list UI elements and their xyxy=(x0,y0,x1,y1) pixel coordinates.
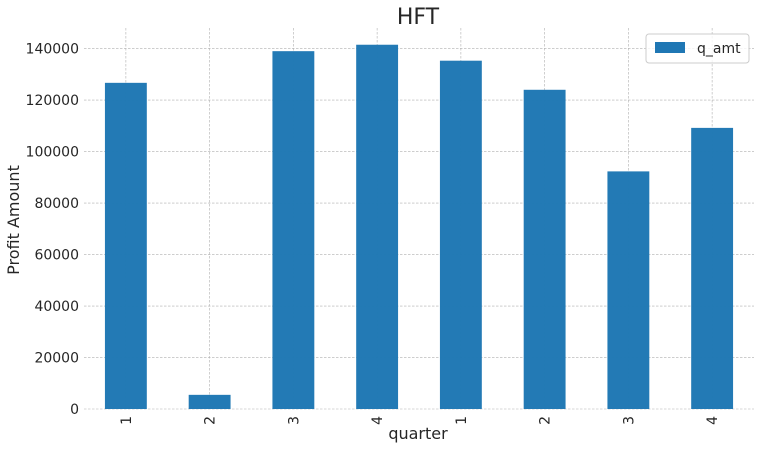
x-tick-label: 3 xyxy=(286,416,302,425)
y-tick-label: 140000 xyxy=(26,42,79,58)
chart-title: HFT xyxy=(397,5,440,30)
grid-lines xyxy=(84,28,754,410)
bar xyxy=(272,51,315,410)
bars xyxy=(104,44,734,410)
y-axis-label: Profit Amount xyxy=(4,165,23,275)
x-axis-label: quarter xyxy=(388,424,448,443)
legend-swatch xyxy=(655,42,685,53)
x-tick-label: 4 xyxy=(705,416,721,425)
bar xyxy=(188,394,231,409)
y-tick-label: 60000 xyxy=(34,248,79,264)
y-tick-label: 0 xyxy=(70,402,79,418)
x-tick-label: 1 xyxy=(119,416,135,425)
bar xyxy=(523,89,566,409)
x-tick-label: 3 xyxy=(621,416,637,425)
y-tick-label: 20000 xyxy=(34,351,79,367)
x-tick-labels: 1 2 3 4 1 2 3 4 xyxy=(119,416,721,425)
bar xyxy=(607,171,650,409)
y-tick-label: 100000 xyxy=(26,145,79,161)
x-tick-label: 4 xyxy=(370,416,386,425)
y-tick-label: 80000 xyxy=(34,196,79,212)
bar xyxy=(691,127,734,409)
x-tick-label: 2 xyxy=(203,416,219,425)
y-tick-labels: 0 20000 40000 60000 80000 100000 120000 140000 xyxy=(26,42,79,418)
y-tick-label: 40000 xyxy=(34,299,79,315)
x-tick-label: 2 xyxy=(538,416,554,425)
legend-label: q_amt xyxy=(697,41,741,57)
x-tick-label: 1 xyxy=(454,416,470,425)
bar xyxy=(356,44,399,410)
legend: q_amt xyxy=(645,33,750,64)
bar xyxy=(104,82,147,410)
y-tick-label: 120000 xyxy=(26,93,79,109)
legend-box xyxy=(645,33,750,64)
bar xyxy=(439,60,482,410)
